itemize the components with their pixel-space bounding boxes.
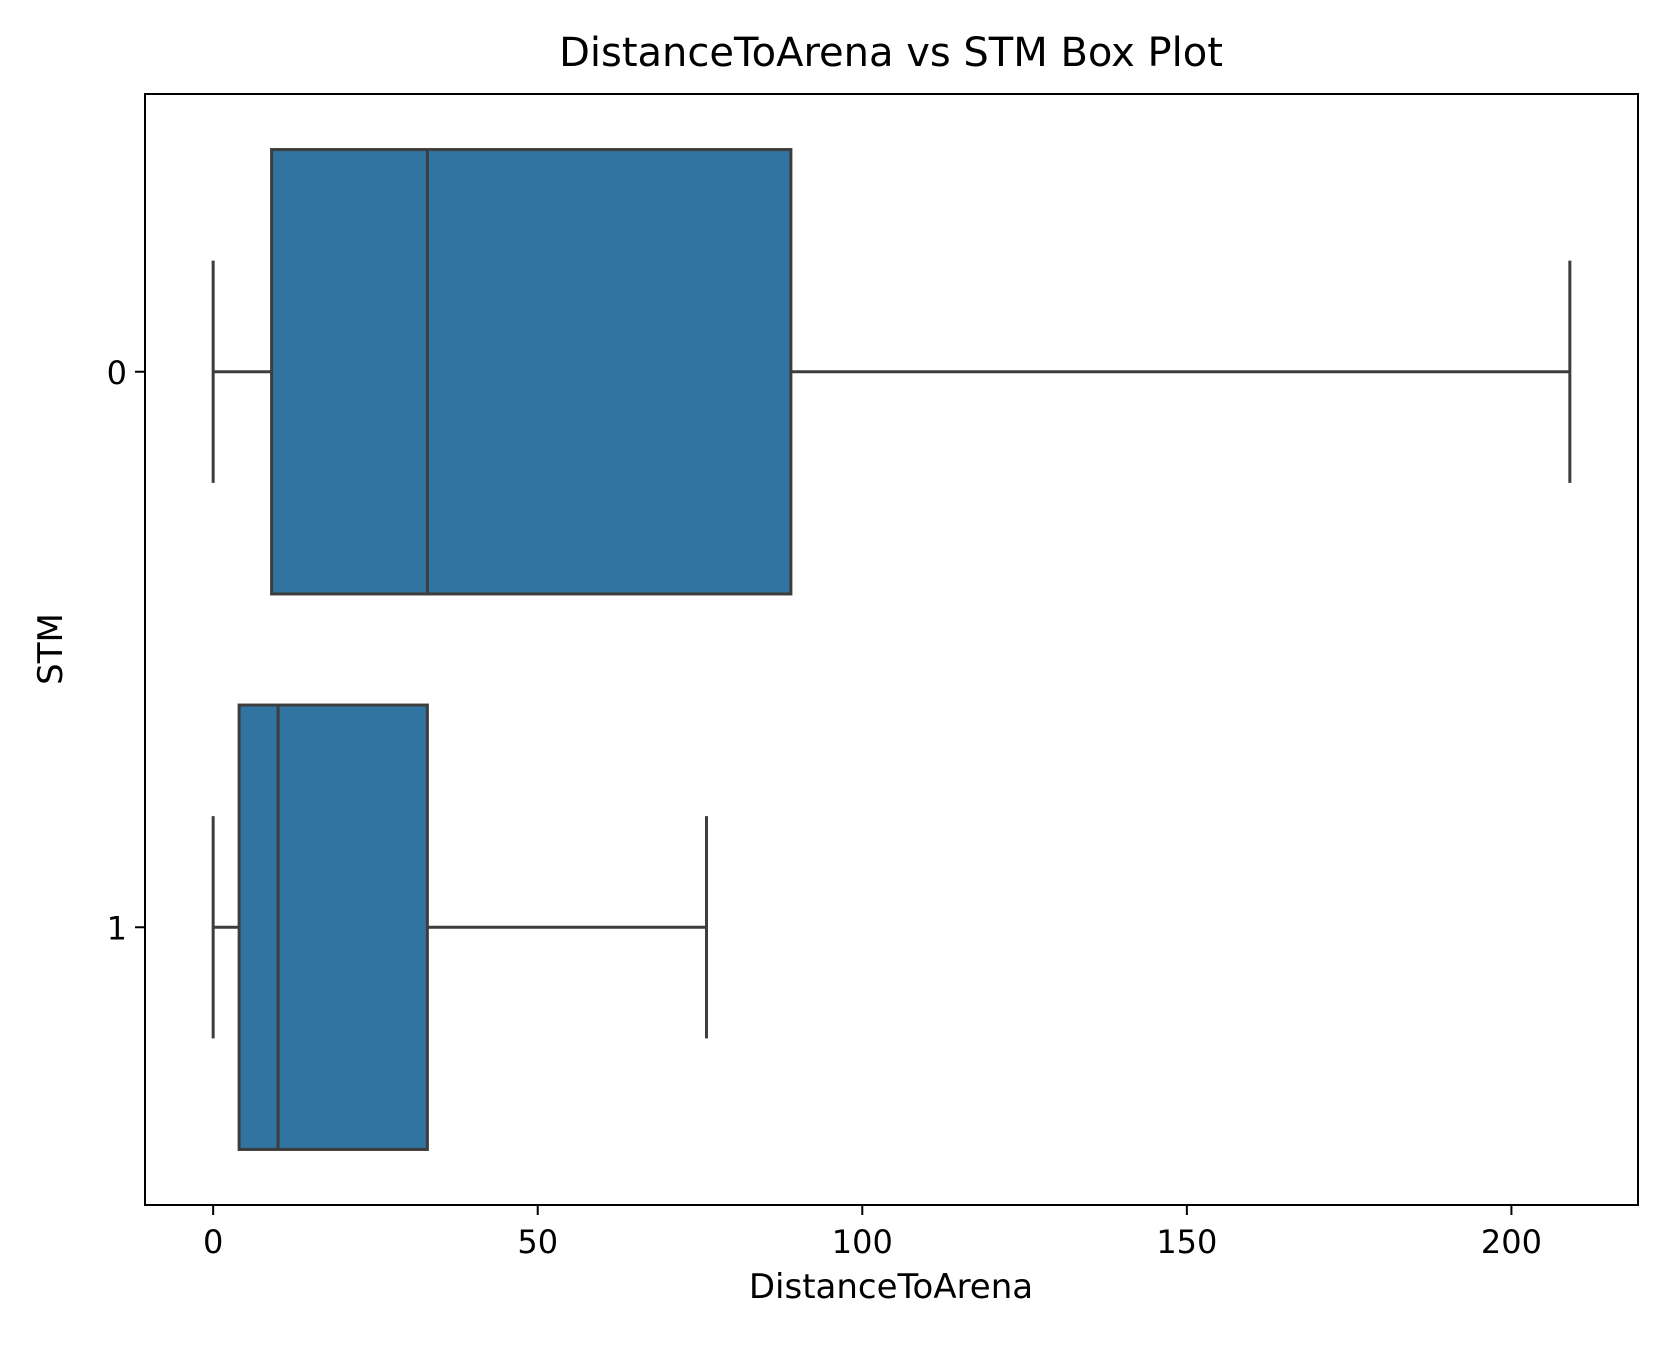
box-group-1: [211, 703, 708, 1151]
x-axis: 0 50 100 150 200: [203, 1205, 1542, 1261]
x-tick-label: 200: [1481, 1223, 1542, 1261]
x-axis-label: DistanceToArena: [749, 1267, 1033, 1307]
x-tick-label: 150: [1156, 1223, 1217, 1261]
chart-title: DistanceToArena vs STM Box Plot: [559, 30, 1223, 76]
x-tick-label: 0: [203, 1223, 223, 1261]
box-iqr: [270, 148, 793, 596]
y-tick-label: 0: [107, 354, 127, 392]
box-iqr: [237, 703, 429, 1151]
y-axis-label: STM: [31, 613, 71, 685]
y-tick-label: 1: [107, 909, 127, 947]
x-tick-label: 50: [517, 1223, 558, 1261]
box-group-0: [211, 148, 1572, 596]
plot-frame: [144, 93, 1639, 1206]
x-tick-label: 100: [832, 1223, 893, 1261]
y-axis: 01: [107, 354, 145, 947]
plot-layer: [211, 148, 1572, 1151]
